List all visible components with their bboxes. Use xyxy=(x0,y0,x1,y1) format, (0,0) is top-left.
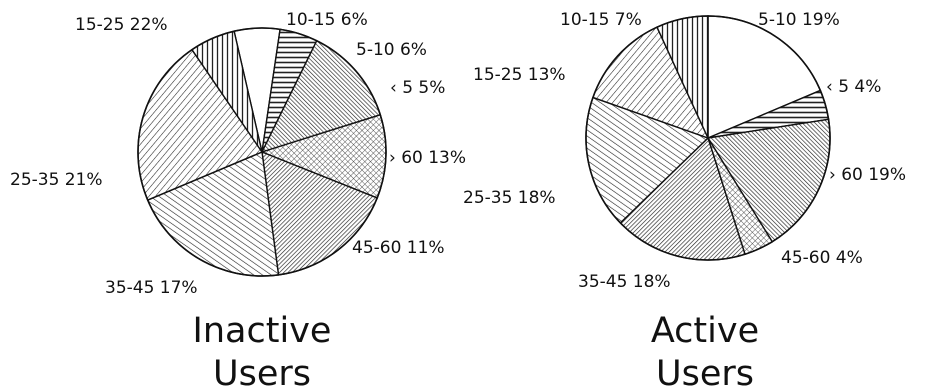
pie-outline xyxy=(585,15,831,261)
slice-label: 10-15 6% xyxy=(286,10,368,30)
slice-label: 5-10 6% xyxy=(356,40,427,60)
chart-caption-line: Users xyxy=(656,354,754,389)
slice-label: ‹ 5 5% xyxy=(390,78,445,98)
slice-label: 25-35 21% xyxy=(10,170,103,190)
slice-label: 45-60 4% xyxy=(781,248,863,268)
slice-label: 35-45 18% xyxy=(578,272,671,292)
slice-label: 35-45 17% xyxy=(105,278,198,298)
pie-chart-active: 5-10 19% ‹ 5 4% › 60 19% 45-60 4% 35-45 18% 2… xyxy=(463,10,906,389)
chart-caption-line: Users xyxy=(213,354,311,389)
chart-caption-line: Inactive xyxy=(193,311,332,351)
slice-label: ‹ 5 4% xyxy=(826,77,881,97)
slice-label: 10-15 7% xyxy=(560,10,642,30)
chart-caption-line: Active xyxy=(651,311,759,351)
slice-label: 15-25 22% xyxy=(75,15,168,35)
slice-label: › 60 13% xyxy=(389,148,466,168)
pie-outline xyxy=(137,27,387,277)
pie-chart-inactive: 5-10 6% ‹ 5 5% › 60 13% 45-60 11% 35-45 17% 2… xyxy=(10,10,466,389)
slice-label: 45-60 11% xyxy=(352,238,445,258)
slice-label: 15-25 13% xyxy=(473,65,566,85)
slice-label: 5-10 19% xyxy=(758,10,840,30)
slice-label: › 60 19% xyxy=(829,165,906,185)
slice-label: 25-35 18% xyxy=(463,188,556,208)
